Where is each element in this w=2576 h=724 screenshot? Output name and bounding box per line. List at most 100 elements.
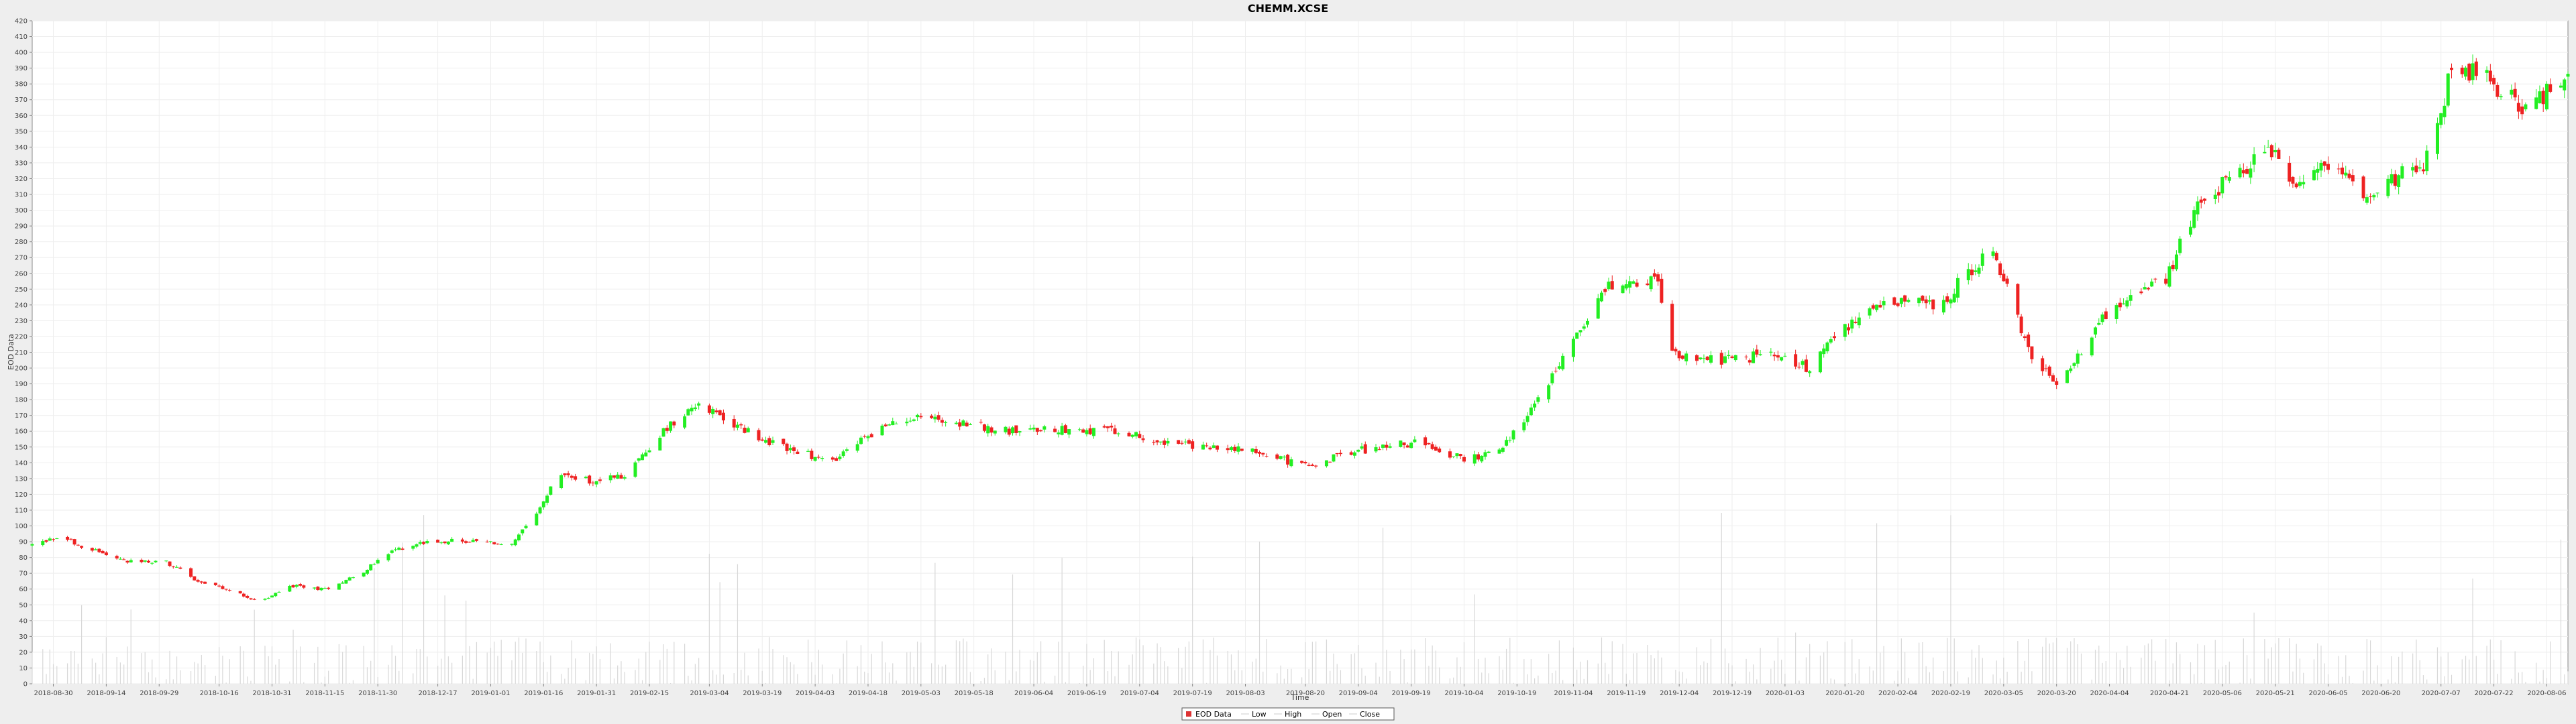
candle-body bbox=[125, 560, 129, 563]
candle-body bbox=[122, 559, 126, 560]
candle-body bbox=[446, 541, 450, 544]
x-tick-label: 2019-03-19 bbox=[743, 690, 782, 697]
y-tick-label: 380 bbox=[15, 81, 28, 88]
candle-body bbox=[365, 569, 369, 574]
candle-body bbox=[930, 416, 934, 418]
candle-body bbox=[933, 416, 937, 420]
candle-body bbox=[2044, 368, 2048, 369]
candle-body bbox=[418, 542, 422, 544]
candle-body bbox=[1511, 430, 1515, 440]
x-tick-label: 2020-05-21 bbox=[2256, 690, 2295, 697]
candle-body bbox=[711, 408, 715, 414]
candle-body bbox=[936, 415, 941, 420]
x-tick-label: 2020-06-20 bbox=[2361, 690, 2400, 697]
candle-body bbox=[2319, 162, 2323, 171]
candle-body bbox=[101, 550, 105, 554]
y-tick-label: 220 bbox=[15, 333, 28, 341]
candle-body bbox=[2513, 88, 2517, 98]
candle-body bbox=[2534, 97, 2538, 109]
candle-body bbox=[2213, 194, 2217, 199]
candle-body bbox=[316, 587, 320, 590]
x-tick-label: 2019-12-04 bbox=[1660, 690, 1699, 697]
candle-body bbox=[241, 593, 246, 597]
candle-body bbox=[2411, 167, 2415, 171]
candle-body bbox=[2224, 176, 2228, 178]
candle-body bbox=[598, 479, 602, 481]
candle-body bbox=[2238, 168, 2242, 178]
y-tick-label: 20 bbox=[19, 649, 28, 656]
candle-body bbox=[1871, 305, 1875, 309]
candle-body bbox=[2524, 104, 2528, 110]
y-tick-label: 190 bbox=[15, 381, 28, 388]
candle-body bbox=[1300, 461, 1304, 463]
candle-body bbox=[714, 410, 718, 413]
candle-body bbox=[954, 422, 958, 424]
candle-body bbox=[1733, 355, 1737, 361]
candle-body bbox=[1921, 296, 1925, 301]
candle-body bbox=[1850, 319, 1854, 329]
candle-body bbox=[641, 454, 645, 461]
candle-body bbox=[2559, 85, 2563, 88]
candle-body bbox=[912, 419, 916, 421]
x-tick-label: 2020-05-06 bbox=[2203, 690, 2242, 697]
candle-body bbox=[2400, 166, 2404, 179]
candle-body bbox=[2143, 287, 2147, 290]
legend-label: EOD Data bbox=[1195, 710, 1232, 719]
candle-body bbox=[1571, 339, 1575, 357]
candle-body bbox=[792, 447, 796, 451]
candle-body bbox=[193, 576, 197, 581]
candle-body bbox=[1857, 317, 1861, 326]
candle-body bbox=[474, 539, 478, 541]
x-tick-label: 2020-03-20 bbox=[2037, 690, 2076, 697]
y-tick-label: 160 bbox=[15, 428, 28, 436]
candle-body bbox=[1402, 442, 1406, 446]
candle-body bbox=[1388, 446, 1392, 448]
candle-body bbox=[2446, 73, 2450, 106]
x-tick-label: 2019-08-03 bbox=[1226, 690, 1265, 697]
candle-body bbox=[2541, 90, 2545, 105]
candle-body bbox=[880, 425, 884, 436]
candle-body bbox=[863, 436, 867, 437]
x-tick-label: 2019-04-18 bbox=[849, 690, 888, 697]
candle-body bbox=[2146, 288, 2150, 290]
candle-body bbox=[2375, 192, 2379, 194]
candle-body bbox=[563, 473, 567, 475]
candle-body bbox=[2499, 96, 2503, 98]
candle-body bbox=[2351, 175, 2355, 182]
candle-body bbox=[1261, 452, 1265, 455]
candle-body bbox=[1085, 430, 1089, 434]
candle-body bbox=[961, 420, 965, 426]
candle-body bbox=[115, 556, 119, 559]
candle-body bbox=[302, 585, 306, 588]
candle-body bbox=[2563, 79, 2567, 90]
candle-body bbox=[2005, 278, 2009, 284]
candle-body bbox=[492, 542, 496, 544]
candle-body bbox=[1649, 276, 1653, 290]
candle-body bbox=[1529, 407, 1533, 416]
candle-body bbox=[869, 434, 873, 438]
candle-body bbox=[249, 598, 253, 600]
candle-body bbox=[908, 420, 912, 422]
candle-body bbox=[1780, 357, 1784, 361]
candle-body bbox=[2372, 195, 2376, 198]
candle-body bbox=[1924, 299, 1928, 304]
candle-body bbox=[1892, 297, 1896, 305]
x-tick-label: 2019-06-19 bbox=[1067, 690, 1106, 697]
candle-body bbox=[1381, 444, 1385, 448]
candle-body bbox=[1205, 445, 1209, 446]
y-tick-label: 40 bbox=[19, 617, 28, 625]
candle-body bbox=[76, 544, 80, 546]
candle-body bbox=[1279, 456, 1283, 459]
candle-body bbox=[958, 422, 962, 427]
candle-body bbox=[1332, 454, 1336, 462]
candle-body bbox=[785, 443, 789, 451]
candle-body bbox=[2241, 170, 2245, 174]
candle-body bbox=[665, 428, 669, 431]
candle-body bbox=[1039, 430, 1043, 432]
candle-body bbox=[471, 540, 475, 542]
y-tick-label: 240 bbox=[15, 302, 28, 309]
candle-body bbox=[2019, 316, 2023, 334]
candle-body bbox=[1229, 447, 1233, 450]
candle-body bbox=[721, 412, 725, 421]
y-tick-label: 230 bbox=[15, 318, 28, 325]
